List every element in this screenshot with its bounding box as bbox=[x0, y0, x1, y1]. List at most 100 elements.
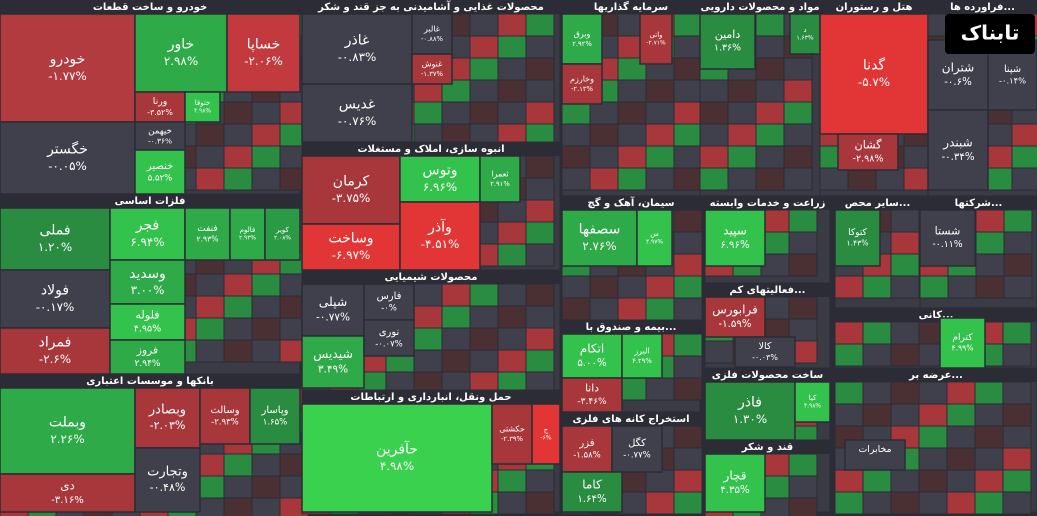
cell bbox=[975, 209, 1005, 233]
cell bbox=[441, 327, 471, 351]
cell bbox=[890, 275, 920, 299]
cell bbox=[223, 273, 253, 297]
tile-name: فارس bbox=[377, 291, 402, 302]
sector-header bbox=[562, 320, 700, 334]
sector-title: زراعت و خدمات وابسته bbox=[710, 198, 826, 209]
sector-header bbox=[705, 368, 830, 382]
tile-change: -۰.۴۸% bbox=[150, 481, 186, 494]
tile-change: ۲.۹۳% bbox=[196, 234, 218, 243]
tile-change: -۰.۰۳% bbox=[752, 353, 778, 362]
tile-name: قچار bbox=[723, 468, 747, 483]
tile-name: فملی bbox=[39, 223, 70, 239]
sector-header bbox=[0, 0, 300, 14]
tile-change: -۱.۳۷% bbox=[421, 70, 444, 78]
tile-change: -۱.۵۸% bbox=[573, 451, 601, 461]
tile-change: ۳.۰۰% bbox=[131, 283, 165, 297]
cell bbox=[223, 145, 253, 169]
tile-change: ۲.۹۱% bbox=[490, 180, 510, 188]
cell bbox=[561, 101, 591, 125]
cell bbox=[413, 101, 443, 125]
tile bbox=[184, 207, 231, 261]
tile bbox=[0, 327, 111, 375]
cell bbox=[497, 199, 527, 223]
tile-name: ختوقا bbox=[195, 99, 211, 107]
cell bbox=[783, 101, 813, 125]
tile-name: وبصادر bbox=[148, 403, 186, 418]
sector-header bbox=[302, 142, 560, 156]
tile-name: کترام bbox=[952, 333, 973, 343]
cell bbox=[918, 381, 948, 405]
tile bbox=[109, 339, 186, 375]
cell bbox=[497, 491, 527, 515]
cell bbox=[645, 145, 675, 169]
cell bbox=[975, 275, 1005, 299]
tile-change: -۰.۳۴% bbox=[941, 152, 974, 163]
tile-name: خگستر bbox=[46, 141, 88, 158]
cell bbox=[974, 491, 1004, 515]
cell bbox=[919, 275, 949, 299]
cell bbox=[413, 327, 443, 351]
sector-title: استخراج کانه های فلزی bbox=[572, 414, 689, 425]
cell bbox=[497, 101, 527, 125]
cell bbox=[862, 469, 892, 493]
cell bbox=[834, 321, 864, 345]
cell bbox=[525, 491, 555, 515]
tile-change: ۱.۳۰% bbox=[733, 412, 767, 426]
tile bbox=[109, 303, 186, 341]
tile bbox=[834, 209, 881, 267]
cell bbox=[946, 425, 976, 449]
tile-name: کاما bbox=[582, 477, 602, 491]
sector-title: محصولات غذایی و آشامیدنی به جز قند و شکر bbox=[317, 0, 544, 13]
tile bbox=[561, 333, 623, 379]
tile bbox=[919, 209, 976, 267]
cell bbox=[525, 199, 555, 223]
cell bbox=[251, 145, 281, 169]
cell bbox=[525, 13, 555, 37]
sector-header bbox=[835, 196, 920, 210]
tile-change: -۰.۷۷% bbox=[316, 311, 350, 323]
tile-change: ۴.۹۷% bbox=[646, 239, 663, 246]
cell bbox=[195, 295, 225, 319]
tile-change: ۴.۹۵% bbox=[134, 323, 162, 334]
tile-change: ۱.۶۵% bbox=[263, 418, 287, 428]
cell bbox=[890, 321, 920, 345]
tile-name: گدنا bbox=[863, 57, 886, 74]
cell bbox=[525, 57, 555, 81]
cell bbox=[974, 447, 1004, 471]
cell bbox=[645, 275, 675, 299]
tile-change: ۶.۹۶% bbox=[423, 180, 457, 194]
cell bbox=[783, 79, 813, 103]
cell bbox=[783, 167, 813, 191]
sector-title: فلزات اساسی bbox=[115, 196, 186, 207]
sector-header bbox=[835, 368, 1037, 382]
tile bbox=[301, 13, 413, 85]
cell bbox=[918, 425, 948, 449]
cell bbox=[561, 145, 591, 169]
cell bbox=[673, 275, 703, 299]
cell bbox=[251, 273, 281, 297]
tile-change: ۱.۶۴% bbox=[577, 494, 607, 505]
tile-change: -۰% bbox=[381, 304, 397, 314]
cell bbox=[1003, 253, 1033, 277]
cell bbox=[251, 167, 281, 191]
sector-header bbox=[0, 194, 300, 208]
tile-name: کتوکا bbox=[848, 228, 867, 238]
cell bbox=[469, 327, 499, 351]
tile bbox=[399, 155, 481, 203]
cell bbox=[645, 79, 675, 103]
tile-name: فزر bbox=[578, 438, 594, 449]
tile-change: ۶.۹۴% bbox=[130, 235, 164, 249]
tile-change: -۰.۱۷% bbox=[36, 300, 75, 314]
tile bbox=[561, 425, 613, 473]
cell bbox=[673, 425, 703, 449]
tile-name: ح bbox=[544, 426, 549, 434]
tile bbox=[264, 207, 301, 261]
cell bbox=[727, 101, 757, 125]
tile-name: اتکام bbox=[580, 341, 604, 355]
cell bbox=[645, 491, 675, 515]
tile bbox=[134, 13, 228, 93]
tile bbox=[479, 155, 521, 203]
cell bbox=[645, 123, 675, 147]
cell bbox=[525, 305, 555, 329]
tile bbox=[561, 63, 603, 105]
